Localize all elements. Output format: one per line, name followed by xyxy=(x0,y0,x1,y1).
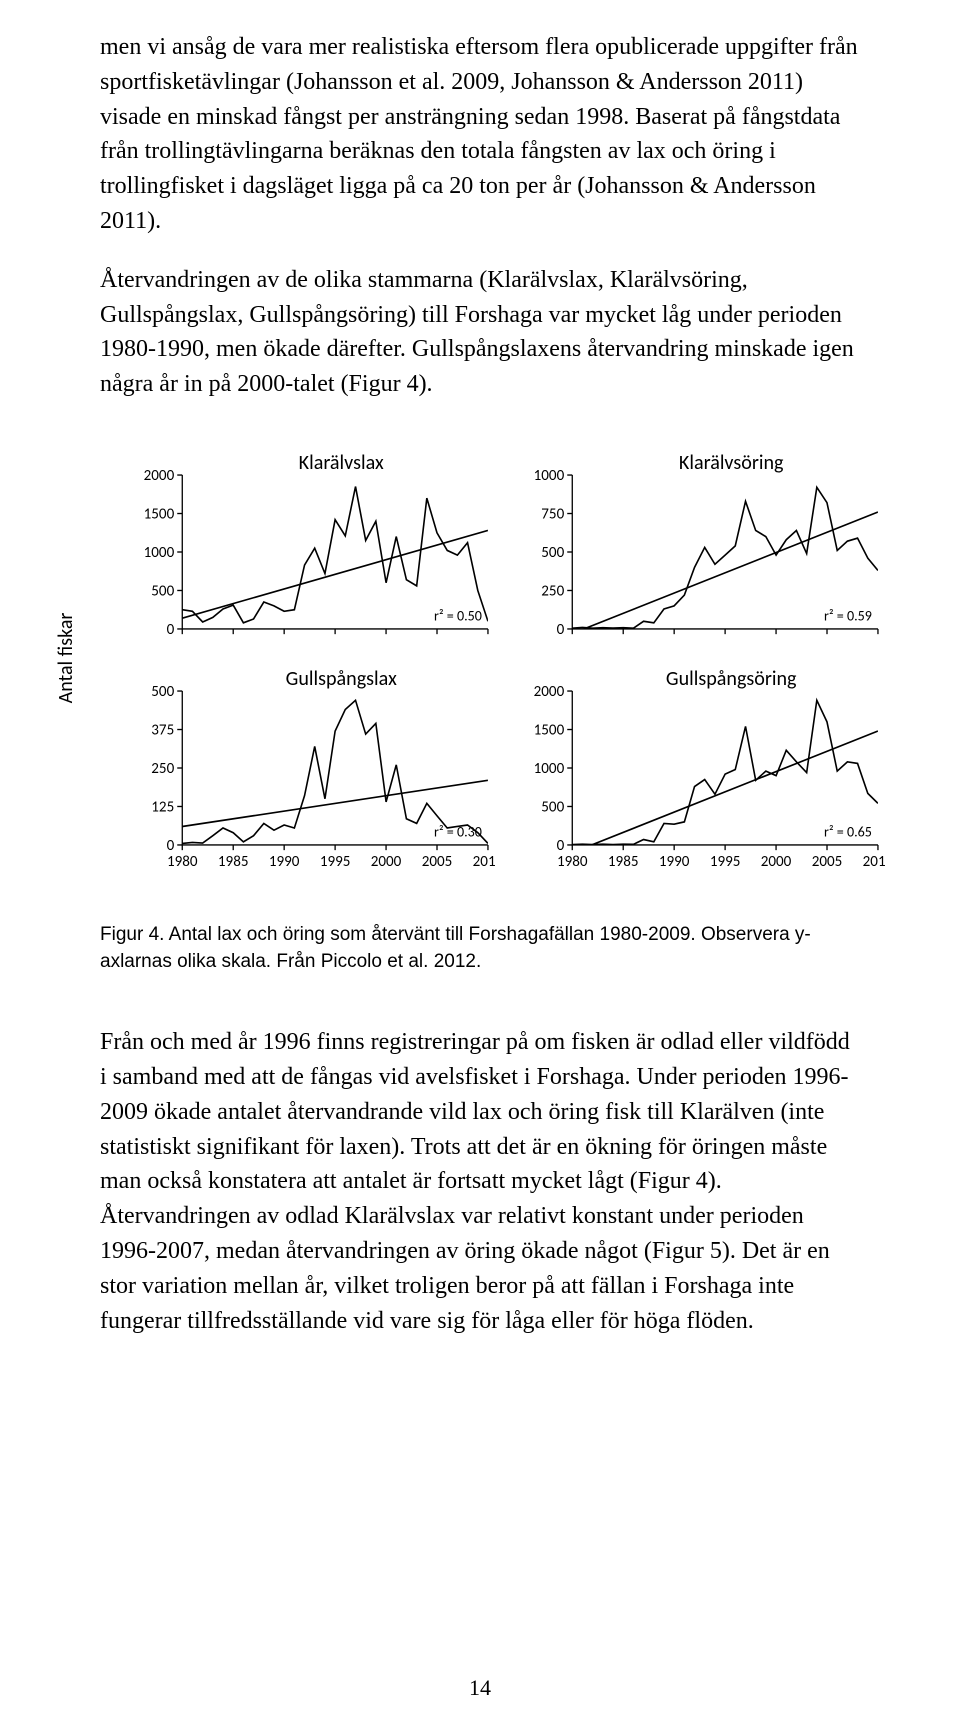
body-paragraph-2: Återvandringen av de olika stammarna (Kl… xyxy=(100,263,860,402)
figure-y-axis-label: Antal fiskar xyxy=(54,613,78,704)
svg-text:125: 125 xyxy=(151,797,174,816)
svg-text:r² = 0.59: r² = 0.59 xyxy=(824,606,872,624)
svg-text:500: 500 xyxy=(151,581,174,600)
page-number: 14 xyxy=(0,1675,960,1701)
svg-text:375: 375 xyxy=(151,720,174,739)
svg-text:2005: 2005 xyxy=(812,851,843,870)
document-page: men vi ansåg de vara mer realistiska eft… xyxy=(0,0,960,1721)
svg-text:0: 0 xyxy=(167,620,175,639)
svg-text:2005: 2005 xyxy=(422,851,453,870)
svg-text:2000: 2000 xyxy=(371,851,402,870)
svg-text:0: 0 xyxy=(557,836,565,855)
panel-klaralvsoring: Klarälvsöring 0 250 500 750 1000 r² = 0.59 xyxy=(510,442,900,658)
svg-text:500: 500 xyxy=(541,797,564,816)
svg-text:1995: 1995 xyxy=(320,851,351,870)
svg-text:2000: 2000 xyxy=(144,466,175,485)
svg-text:1995: 1995 xyxy=(710,851,741,870)
svg-text:Gullspångsöring: Gullspångsöring xyxy=(666,666,797,690)
svg-text:r² = 0.50: r² = 0.50 xyxy=(434,606,482,624)
figure-4: Antal fiskar Klarälvslax 0 500 1000 1500 2000… xyxy=(60,442,900,902)
svg-text:1500: 1500 xyxy=(534,720,565,739)
svg-text:Klarälvsöring: Klarälvsöring xyxy=(679,450,784,474)
svg-text:250: 250 xyxy=(541,581,564,600)
svg-text:0: 0 xyxy=(167,836,175,855)
svg-text:0: 0 xyxy=(557,620,565,639)
svg-text:2000: 2000 xyxy=(534,682,565,701)
svg-text:1990: 1990 xyxy=(269,851,300,870)
body-paragraph-3: Från och med år 1996 finns registreringa… xyxy=(100,1025,860,1338)
svg-text:1990: 1990 xyxy=(659,851,690,870)
figure-4-panels: Antal fiskar Klarälvslax 0 500 1000 1500 2000… xyxy=(60,442,900,902)
figure-4-caption: Figur 4. Antal lax och öring som återvän… xyxy=(100,922,860,975)
figure-y-axis: Antal fiskar xyxy=(60,442,120,874)
svg-text:Gullspångslax: Gullspångslax xyxy=(286,666,397,690)
svg-text:2010: 2010 xyxy=(473,851,496,870)
svg-text:r² = 0.30: r² = 0.30 xyxy=(434,822,482,840)
panel-gullspangsoring: Gullspångsöring1980198519901995200020052… xyxy=(510,658,900,874)
svg-text:1500: 1500 xyxy=(144,504,175,523)
panel-gullspangslax: Gullspångslax198019851990199520002005201… xyxy=(120,658,510,874)
svg-text:2010: 2010 xyxy=(863,851,886,870)
svg-text:r² = 0.65: r² = 0.65 xyxy=(824,822,872,840)
svg-text:500: 500 xyxy=(541,543,564,562)
svg-text:750: 750 xyxy=(541,504,564,523)
svg-text:250: 250 xyxy=(151,759,174,778)
svg-text:1985: 1985 xyxy=(218,851,249,870)
svg-text:2000: 2000 xyxy=(761,851,792,870)
body-paragraph-1: men vi ansåg de vara mer realistiska eft… xyxy=(100,30,860,239)
panel-klaralvslax: Klarälvslax 0 500 1000 1500 2000 r² = 0.50 xyxy=(120,442,510,658)
svg-text:Klarälvslax: Klarälvslax xyxy=(299,450,384,474)
svg-text:500: 500 xyxy=(151,682,174,701)
svg-text:1985: 1985 xyxy=(608,851,639,870)
figure-x-axis xyxy=(120,874,900,902)
svg-text:1000: 1000 xyxy=(144,543,175,562)
svg-text:1000: 1000 xyxy=(534,466,565,485)
svg-text:1000: 1000 xyxy=(534,759,565,778)
